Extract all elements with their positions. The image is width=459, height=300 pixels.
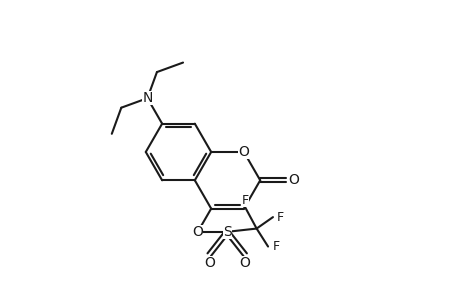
Text: F: F: [272, 240, 279, 253]
Text: O: O: [288, 173, 298, 187]
Text: F: F: [241, 194, 248, 207]
Text: F: F: [276, 211, 283, 224]
Text: O: O: [239, 256, 250, 270]
Text: O: O: [238, 145, 249, 159]
Text: N: N: [142, 91, 152, 105]
Text: O: O: [192, 225, 203, 239]
Text: S: S: [222, 225, 231, 239]
Text: O: O: [203, 256, 214, 270]
